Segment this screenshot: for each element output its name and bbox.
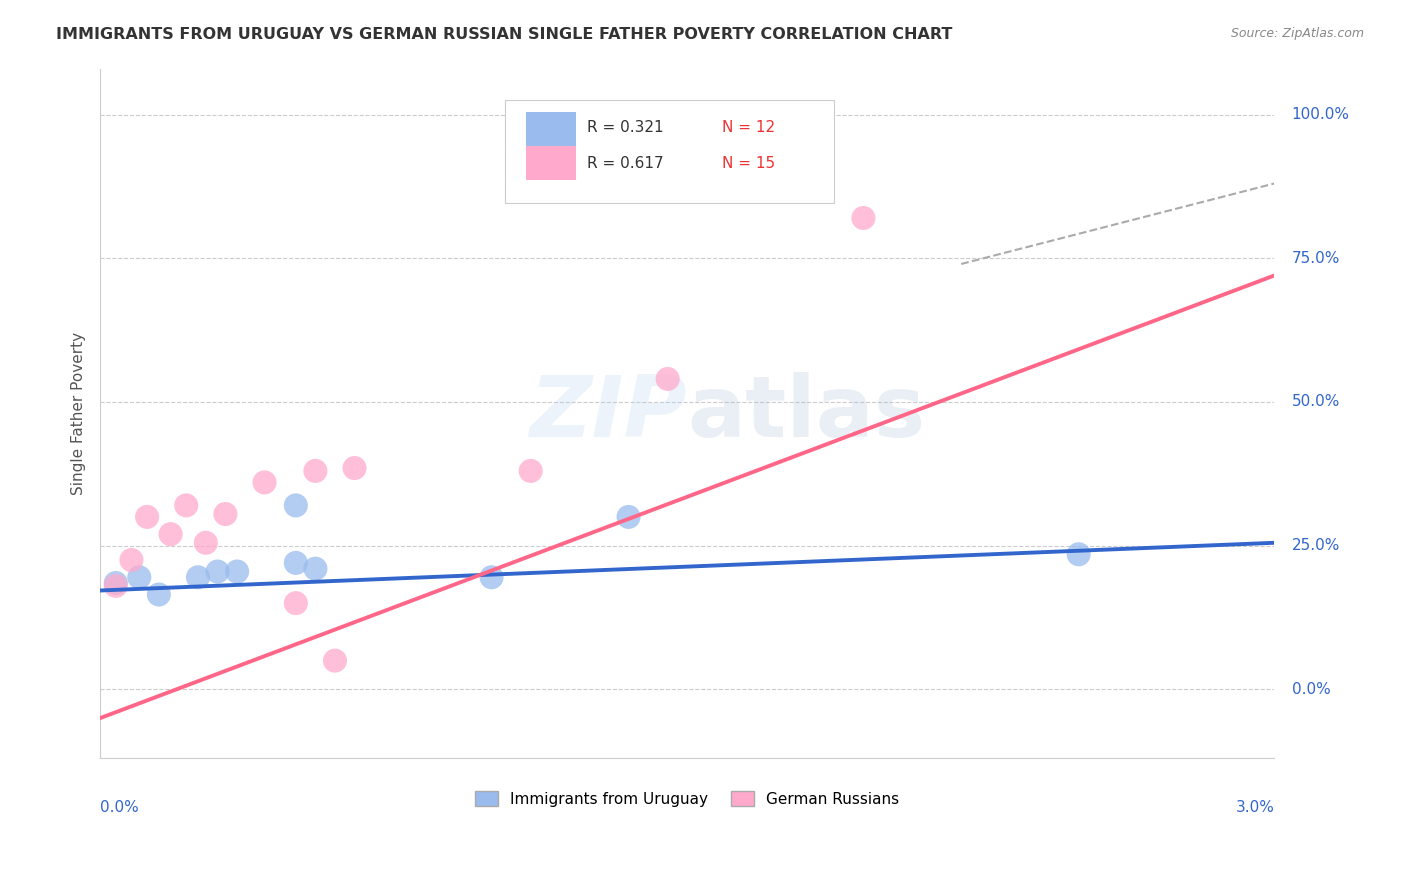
Point [128, 570, 150, 584]
Point [284, 556, 307, 570]
Point [187, 570, 209, 584]
Text: R = 0.321: R = 0.321 [588, 120, 664, 135]
Text: 100.0%: 100.0% [1292, 107, 1350, 122]
Point [284, 499, 307, 513]
Point [284, 596, 307, 610]
Point [104, 576, 127, 591]
Point [214, 507, 236, 521]
Legend: Immigrants from Uruguay, German Russians: Immigrants from Uruguay, German Russians [470, 785, 905, 813]
Point [136, 509, 159, 524]
Text: Source: ZipAtlas.com: Source: ZipAtlas.com [1230, 27, 1364, 40]
Point [159, 527, 181, 541]
Point [174, 499, 197, 513]
Point [519, 464, 541, 478]
Point [481, 570, 503, 584]
FancyBboxPatch shape [526, 146, 575, 180]
Point [148, 587, 170, 601]
Y-axis label: Single Father Poverty: Single Father Poverty [72, 332, 86, 495]
Text: ZIP: ZIP [530, 372, 688, 455]
Point [1067, 547, 1090, 561]
Point [120, 553, 142, 567]
Point [617, 509, 640, 524]
Text: IMMIGRANTS FROM URUGUAY VS GERMAN RUSSIAN SINGLE FATHER POVERTY CORRELATION CHAR: IMMIGRANTS FROM URUGUAY VS GERMAN RUSSIA… [56, 27, 953, 42]
Point [304, 464, 326, 478]
Point [304, 561, 326, 575]
FancyBboxPatch shape [526, 112, 575, 145]
Text: R = 0.617: R = 0.617 [588, 155, 664, 170]
Point [207, 565, 229, 579]
Text: atlas: atlas [688, 372, 925, 455]
Text: N = 15: N = 15 [723, 155, 776, 170]
Text: 75.0%: 75.0% [1292, 251, 1340, 266]
Point [852, 211, 875, 225]
Text: 0.0%: 0.0% [100, 800, 139, 814]
Text: N = 12: N = 12 [723, 120, 776, 135]
Text: 25.0%: 25.0% [1292, 538, 1340, 553]
Point [226, 565, 249, 579]
Point [657, 372, 679, 386]
Point [104, 579, 127, 593]
Point [343, 461, 366, 475]
Text: 3.0%: 3.0% [1236, 800, 1274, 814]
Point [323, 654, 346, 668]
Point [194, 535, 217, 549]
Text: 0.0%: 0.0% [1292, 681, 1330, 697]
Point [253, 475, 276, 490]
Text: 50.0%: 50.0% [1292, 394, 1340, 409]
FancyBboxPatch shape [505, 100, 834, 203]
